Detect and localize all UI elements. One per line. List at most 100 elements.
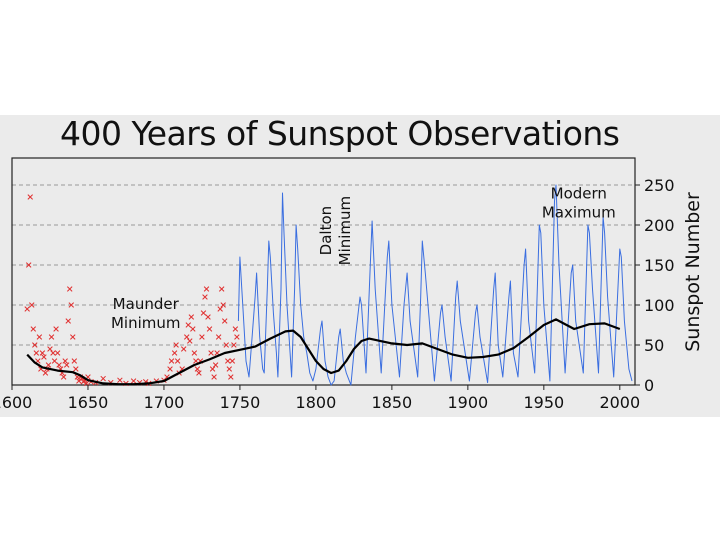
observation-point bbox=[32, 342, 38, 348]
observation-point bbox=[200, 310, 207, 316]
observation-point bbox=[45, 362, 52, 368]
observation-point bbox=[25, 262, 32, 268]
observation-point bbox=[191, 350, 198, 356]
observation-point bbox=[180, 346, 187, 352]
observation-point bbox=[215, 334, 222, 340]
y-tick-label: 0 bbox=[644, 376, 654, 395]
observation-point bbox=[226, 366, 233, 372]
observation-point bbox=[194, 366, 201, 372]
observation-point bbox=[33, 350, 40, 356]
observation-point bbox=[71, 358, 78, 364]
x-tick-label: 1850 bbox=[372, 393, 413, 412]
y-tick-label: 200 bbox=[644, 216, 675, 235]
observation-point bbox=[193, 358, 199, 364]
observation-point bbox=[206, 326, 213, 332]
observation-point bbox=[47, 346, 53, 352]
x-tick-label: 1700 bbox=[144, 393, 185, 412]
observation-point bbox=[68, 302, 75, 308]
observation-point bbox=[185, 322, 192, 328]
observation-point bbox=[188, 314, 195, 320]
observation-point bbox=[221, 318, 228, 324]
observation-point bbox=[183, 334, 190, 340]
observation-point bbox=[27, 194, 33, 200]
observation-point bbox=[24, 306, 30, 312]
observation-point bbox=[167, 366, 173, 372]
annotation-line: Maximum bbox=[542, 204, 616, 222]
x-tick-label: 1650 bbox=[68, 393, 109, 412]
observation-point bbox=[234, 334, 240, 340]
chart-background bbox=[0, 115, 720, 417]
x-tick-label: 2000 bbox=[599, 393, 640, 412]
observation-point bbox=[51, 358, 58, 364]
y-tick-label: 150 bbox=[644, 256, 675, 275]
observation-point bbox=[63, 362, 70, 368]
observation-point bbox=[42, 370, 49, 376]
observation-point bbox=[229, 358, 236, 364]
observation-point bbox=[211, 374, 217, 380]
chart-title: 400 Years of Sunspot Observations bbox=[60, 114, 620, 153]
observation-point bbox=[173, 342, 179, 348]
x-tick-label: 1950 bbox=[523, 393, 564, 412]
monthly-sunspot-line bbox=[237, 184, 633, 386]
observation-point bbox=[54, 350, 61, 356]
x-tick-label: 1600 bbox=[0, 393, 32, 412]
observation-point bbox=[62, 358, 68, 364]
y-tick-label: 250 bbox=[644, 176, 675, 195]
y-axis-ticks: 0 50 100 150 200 250 bbox=[635, 176, 675, 395]
y-tick-label: 100 bbox=[644, 296, 675, 315]
annotation: Dalton Minimum bbox=[317, 196, 354, 266]
annotation-line: Minimum bbox=[111, 314, 181, 332]
y-axis-label: Sunspot Number bbox=[682, 192, 704, 352]
observation-point bbox=[70, 334, 76, 340]
observation-point bbox=[60, 374, 67, 380]
annotation-line: Maunder bbox=[113, 295, 180, 313]
observation-point bbox=[231, 342, 237, 348]
observation-point bbox=[217, 306, 223, 312]
observation-point bbox=[65, 318, 71, 324]
observation-point bbox=[168, 358, 175, 364]
observation-point bbox=[218, 286, 225, 292]
observation-point bbox=[208, 350, 214, 356]
observation-point bbox=[223, 342, 230, 348]
observation-point bbox=[56, 362, 62, 368]
y-tick-label: 50 bbox=[644, 336, 664, 355]
observation-point bbox=[117, 377, 123, 383]
x-axis-ticks: 1600 1650 1700 1750 1800 1850 1900 1950 2000 bbox=[0, 385, 640, 412]
observation-point bbox=[209, 366, 216, 372]
x-tick-label: 1900 bbox=[447, 393, 488, 412]
observation-point bbox=[39, 350, 46, 356]
annotation-line: Modern bbox=[551, 185, 607, 203]
x-tick-label: 1750 bbox=[220, 393, 261, 412]
observation-point bbox=[174, 358, 181, 364]
observation-point bbox=[232, 326, 239, 332]
observation-point bbox=[50, 350, 56, 356]
observation-point bbox=[205, 314, 211, 320]
observation-point bbox=[73, 366, 79, 372]
observation-point bbox=[130, 378, 137, 384]
annotation-line: Minimum bbox=[336, 196, 354, 266]
observation-point bbox=[29, 302, 35, 308]
observation-point bbox=[196, 370, 202, 376]
smoothed-average-line bbox=[26, 318, 621, 386]
observation-point bbox=[228, 374, 234, 380]
observation-point bbox=[53, 326, 59, 332]
early-observations-series bbox=[24, 194, 240, 387]
observation-point bbox=[220, 302, 226, 308]
observation-point bbox=[66, 286, 73, 292]
observation-point bbox=[41, 354, 47, 360]
observation-point bbox=[171, 350, 178, 356]
observation-point bbox=[199, 334, 205, 340]
observation-point bbox=[203, 286, 210, 292]
observation-point bbox=[30, 326, 37, 332]
observation-point bbox=[212, 362, 219, 368]
observation-point bbox=[225, 358, 231, 364]
observation-point bbox=[202, 294, 208, 300]
observation-point bbox=[190, 326, 196, 332]
observation-point bbox=[100, 375, 106, 382]
observation-point bbox=[48, 334, 55, 340]
observation-point bbox=[187, 338, 193, 344]
